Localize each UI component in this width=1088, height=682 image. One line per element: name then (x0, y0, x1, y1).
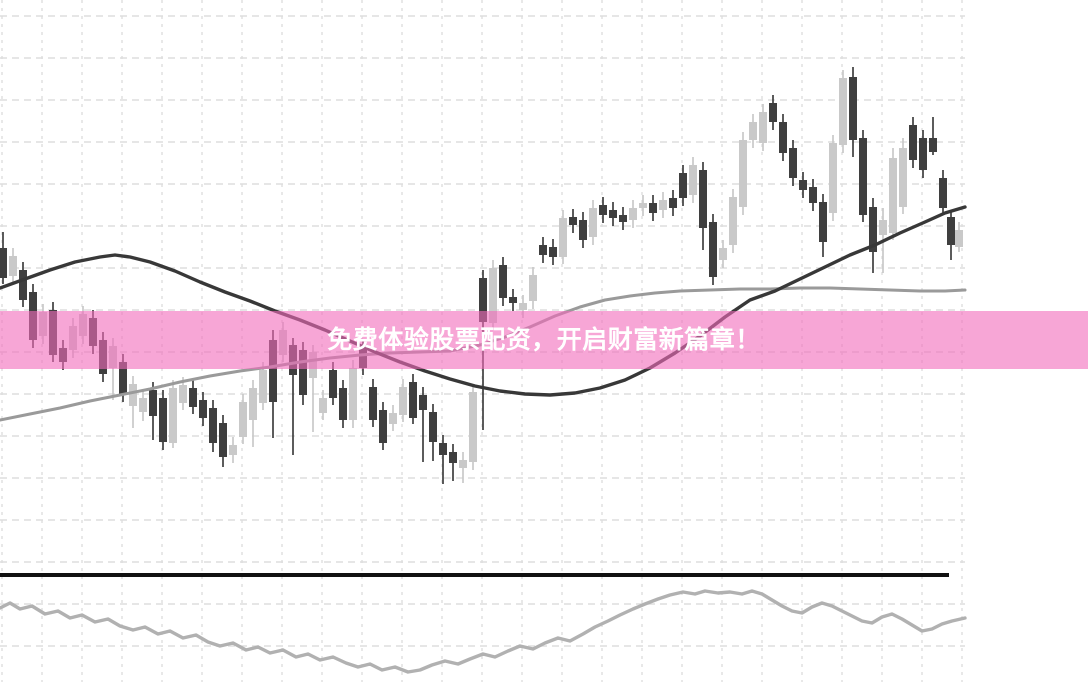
promo-banner[interactable]: 免费体验股票配资，开启财富新篇章！ (0, 311, 1088, 369)
promo-banner-text: 免费体验股票配资，开启财富新篇章！ (327, 326, 761, 354)
